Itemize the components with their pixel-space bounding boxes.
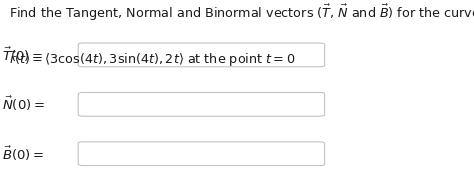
FancyBboxPatch shape <box>78 142 325 166</box>
FancyBboxPatch shape <box>78 43 325 67</box>
FancyBboxPatch shape <box>78 92 325 116</box>
Text: $\vec{r}(t) = \langle 3\cos(4t), 3\sin(4t), 2t\rangle$ at the point $t = 0$: $\vec{r}(t) = \langle 3\cos(4t), 3\sin(4… <box>9 49 296 69</box>
Text: Find the Tangent, Normal and Binormal vectors ($\vec{T}$, $\vec{N}$ and $\vec{B}: Find the Tangent, Normal and Binormal ve… <box>9 3 474 23</box>
Text: $\vec{T}(0) =$: $\vec{T}(0) =$ <box>2 46 44 64</box>
Text: $\vec{N}(0) =$: $\vec{N}(0) =$ <box>2 95 45 113</box>
Text: $\vec{B}(0) =$: $\vec{B}(0) =$ <box>2 145 45 163</box>
